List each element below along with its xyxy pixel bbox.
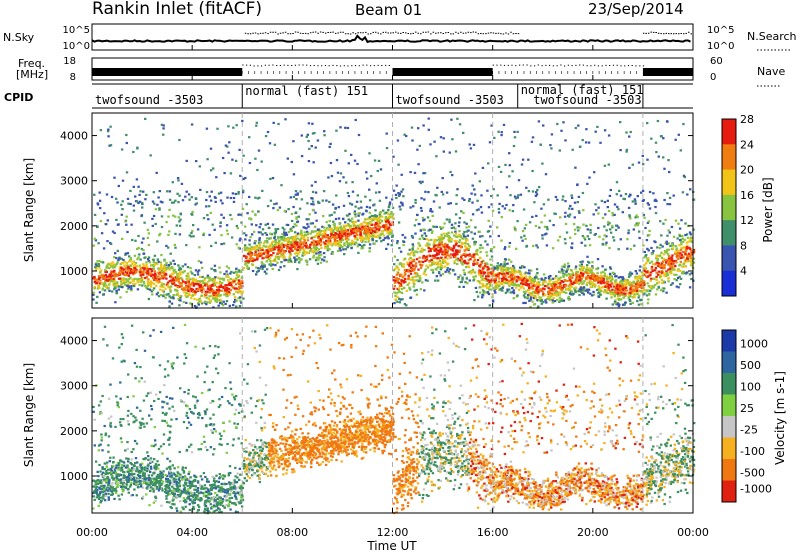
vel-colorbar-tick: 1000 [740, 338, 768, 351]
noise-right-tick-bottom: 10^0 [707, 41, 734, 52]
x-tick-label: 16:00 [477, 526, 509, 539]
station-title: Rankin Inlet (fitACF) [92, 0, 262, 19]
power-panel: 1000 2000 3000 4000 Slant Range [km] 4 8 12 16… [22, 112, 775, 309]
velocity-panel: 1000 2000 3000 4000 Slant Range [km] 1000 50… [22, 317, 787, 515]
y-tick-label: 1000 [60, 265, 88, 278]
nave-line [242, 64, 645, 67]
velocity-ylabel: Slant Range [km] [22, 363, 36, 467]
y-tick-label: 2000 [60, 425, 88, 438]
noise-search-line [244, 31, 692, 35]
x-tick-label: 00:00 [677, 526, 709, 539]
nave-label: Nave [757, 65, 785, 78]
cpid-segment-label: normal (fast) 151 [521, 83, 644, 97]
power-colorbar-tick: 12 [740, 214, 754, 227]
noise-panel: N.Sky 10^5 10^0 10^5 10^0 N.Search [3, 23, 797, 52]
noise-left-tick-top: 10^5 [63, 25, 90, 36]
y-tick-label: 3000 [60, 380, 88, 393]
power-colorbar-tick: 20 [740, 164, 754, 177]
y-tick-label: 4000 [60, 130, 88, 143]
power-colorbar-tick: 16 [740, 189, 754, 202]
nave-tick-top: 60 [710, 56, 723, 67]
noise-left-tick-bottom: 10^0 [63, 41, 90, 52]
freq-panel: Freq. [MHz] 18 8 60 0 Nave [16, 56, 785, 87]
power-colorbar-tick: 28 [740, 113, 754, 126]
vel-colorbar-tick: -100 [740, 445, 765, 458]
velocity-colorbar-label: Velocity [m s-1] [773, 371, 787, 465]
x-tick-label: 20:00 [577, 526, 609, 539]
velocity-colorbar: 1000 500 100 25 -25 -100 -500 -1000 [721, 329, 772, 503]
time-axis: 00:00 04:00 08:00 12:00 16:00 20:00 00:00 [76, 45, 709, 539]
noise-sky-line [91, 34, 691, 44]
mode-change-lines [241, 113, 644, 513]
power-colorbar-tick: 24 [740, 138, 754, 151]
y-tick-label: 4000 [60, 335, 88, 348]
cpid-label: CPID [4, 91, 33, 104]
vel-colorbar-tick: 500 [740, 359, 761, 372]
vel-colorbar-tick: 100 [740, 381, 761, 394]
time-axis-label: Time UT [366, 539, 417, 553]
x-tick-label: 12:00 [377, 526, 409, 539]
noise-left-label: N.Sky [3, 31, 35, 44]
cpid-segment-label: twofsound -3503 [396, 93, 504, 107]
power-colorbar-label: Power [dB] [761, 177, 775, 242]
x-tick-label: 04:00 [176, 526, 208, 539]
vel-colorbar-tick: -500 [740, 467, 765, 480]
x-tick-label: 00:00 [76, 526, 108, 539]
frequency-bars [92, 68, 693, 76]
power-colorbar: 4 8 12 16 20 24 28 [721, 113, 754, 297]
cpid-segment-label: normal (fast) 151 [245, 84, 368, 98]
date-title: 23/Sep/2014 [588, 0, 684, 18]
freq-tick-bottom: 8 [70, 72, 76, 83]
vel-colorbar-tick: -25 [740, 424, 758, 437]
beam-title: Beam 01 [355, 1, 422, 19]
cpid-segment-label: twofsound -3503 [95, 93, 203, 107]
vel-colorbar-tick: 25 [740, 402, 754, 415]
nave-tick-bottom: 0 [710, 72, 716, 83]
power-colorbar-tick: 8 [740, 239, 747, 252]
noise-right-label: N.Search [747, 30, 797, 43]
y-tick-label: 1000 [60, 470, 88, 483]
y-tick-label: 2000 [60, 220, 88, 233]
power-colorbar-tick: 4 [740, 265, 747, 278]
power-ylabel: Slant Range [km] [22, 158, 36, 262]
freq-label-2: [MHz] [16, 68, 48, 81]
y-tick-label: 3000 [60, 175, 88, 188]
freq-label-1: Freq. [18, 57, 45, 70]
cpid-segment-label: twofsound -3503 [533, 93, 641, 107]
freq-tick-top: 18 [63, 56, 76, 67]
vel-colorbar-tick: -1000 [740, 483, 772, 496]
noise-right-tick-top: 10^5 [707, 25, 734, 36]
x-tick-label: 08:00 [276, 526, 308, 539]
